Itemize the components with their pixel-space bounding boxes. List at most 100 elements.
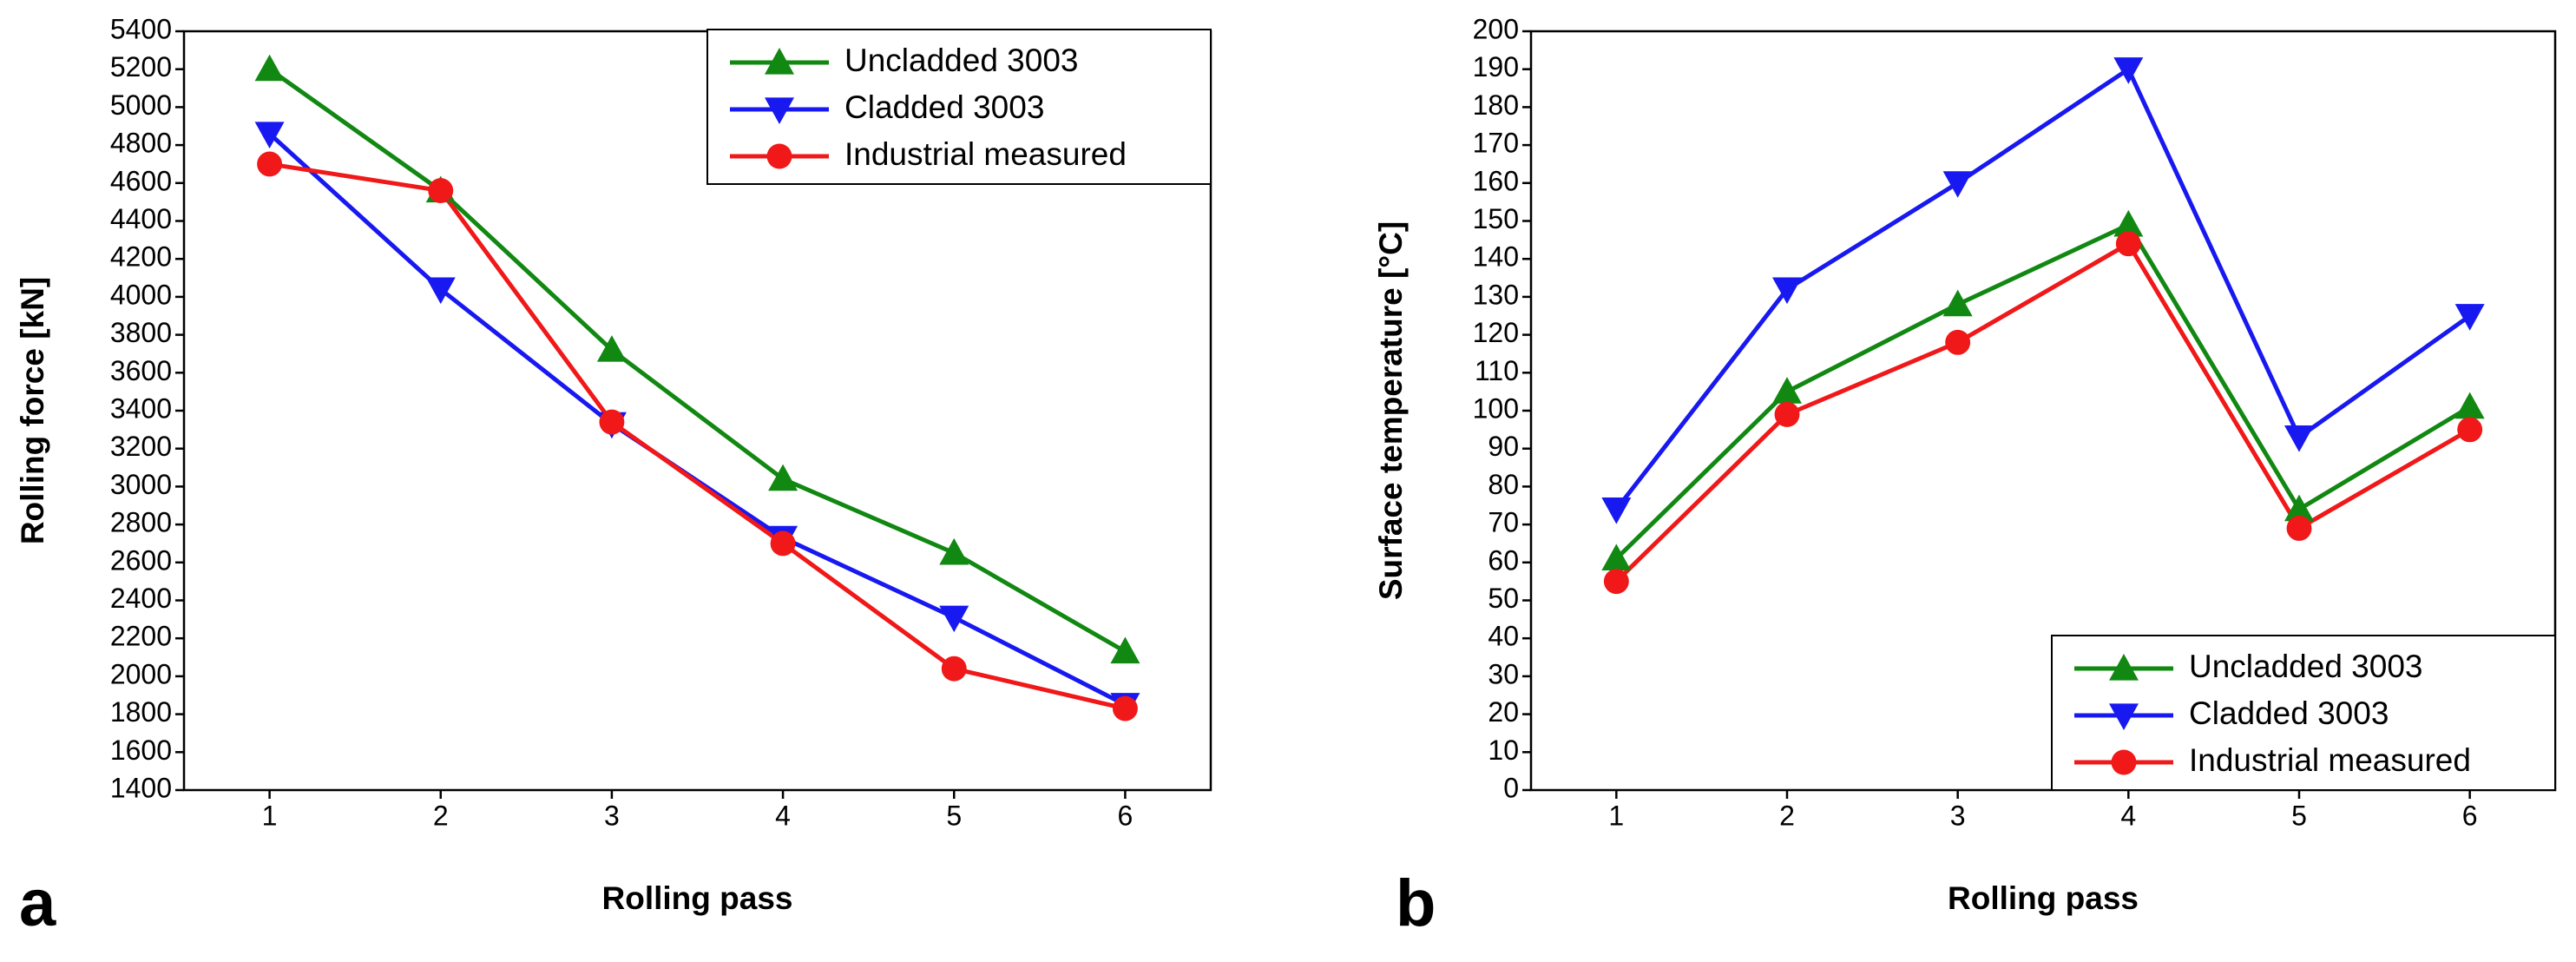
marker: [254, 54, 285, 82]
marker: [1942, 171, 1973, 198]
marker: [1772, 277, 1802, 305]
legend-marker: [766, 143, 792, 169]
marker: [1945, 329, 1971, 355]
x-tick-label: 6: [2462, 800, 2478, 831]
y-tick-label: 3800: [110, 317, 172, 348]
marker: [599, 409, 625, 435]
marker: [939, 537, 969, 565]
y-tick-label: 2600: [110, 544, 172, 576]
y-axis-title: Rolling force [kN]: [15, 277, 50, 544]
panel-label: a: [19, 866, 56, 940]
y-tick-label: 30: [1488, 658, 1519, 689]
y-tick-label: 200: [1473, 13, 1519, 44]
marker: [257, 151, 283, 177]
x-tick-label: 5: [946, 800, 962, 831]
x-tick-label: 1: [1608, 800, 1624, 831]
legend-label: Uncladded 3003: [844, 43, 1079, 78]
marker: [1772, 377, 1802, 404]
marker: [2115, 231, 2141, 257]
legend-marker: [2109, 654, 2139, 681]
chart: 1400 1600 1800 2000 2200 2400 2600 2800 3000 3200…: [15, 13, 1212, 940]
y-tick-label: 160: [1473, 165, 1519, 196]
series-line: [1614, 67, 2472, 511]
y-tick-label: 170: [1473, 128, 1519, 159]
marker: [2284, 425, 2314, 452]
marker: [1942, 289, 1973, 317]
y-tick-label: 2000: [110, 658, 172, 689]
legend-label: Cladded 3003: [2189, 695, 2389, 731]
y-axis-title: Surface temperature [°C]: [1373, 221, 1409, 600]
y-tick-label: 4000: [110, 279, 172, 310]
y-tick-label: 130: [1473, 279, 1519, 310]
legend-label: Cladded 3003: [844, 89, 1044, 125]
y-tick-label: 4400: [110, 203, 172, 234]
y-tick-label: 3200: [110, 431, 172, 462]
y-tick-label: 10: [1488, 735, 1519, 766]
y-tick-label: 2800: [110, 507, 172, 538]
marker: [596, 335, 627, 362]
y-tick-label: 60: [1488, 544, 1519, 576]
y-tick-label: 3400: [110, 392, 172, 424]
y-tick-label: 5000: [110, 89, 172, 121]
y-tick-label: 150: [1473, 203, 1519, 234]
x-tick-label: 2: [433, 800, 449, 831]
series-line: [267, 132, 1127, 707]
marker: [939, 605, 969, 633]
marker: [768, 464, 798, 491]
y-tick-label: 90: [1488, 431, 1519, 462]
marker: [1112, 695, 1138, 722]
x-axis-title: Rolling pass: [602, 880, 793, 916]
y-tick-label: 80: [1488, 469, 1519, 500]
y-tick-label: 50: [1488, 583, 1519, 614]
x-tick-label: 5: [2291, 800, 2307, 831]
y-tick-label: 2200: [110, 621, 172, 652]
y-tick-label: 3600: [110, 355, 172, 386]
marker: [2454, 304, 2485, 331]
marker: [2454, 392, 2485, 419]
y-tick-label: 1400: [110, 772, 172, 803]
y-tick-label: 1800: [110, 696, 172, 728]
x-tick-label: 4: [2120, 800, 2136, 831]
marker: [770, 530, 796, 557]
y-tick-label: 4600: [110, 165, 172, 196]
x-tick-label: 6: [1118, 800, 1134, 831]
y-tick-label: 4200: [110, 241, 172, 273]
marker: [2113, 209, 2144, 237]
legend-marker: [2111, 749, 2137, 775]
y-tick-label: 190: [1473, 51, 1519, 82]
y-tick-label: 4800: [110, 128, 172, 159]
y-tick-label: 100: [1473, 392, 1519, 424]
series-line: [268, 67, 1127, 654]
marker: [254, 122, 285, 148]
marker: [2457, 417, 2483, 443]
y-tick-label: 0: [1503, 772, 1519, 803]
legend-marker: [765, 97, 794, 124]
marker: [2286, 516, 2312, 541]
legend-label: Uncladded 3003: [2189, 649, 2423, 684]
legend-label: Industrial measured: [2189, 742, 2471, 778]
marker: [428, 178, 454, 203]
x-tick-label: 1: [262, 800, 278, 831]
y-tick-label: 40: [1488, 621, 1519, 652]
y-tick-label: 140: [1473, 241, 1519, 273]
y-tick-label: 70: [1488, 507, 1519, 538]
x-tick-label: 2: [1779, 800, 1795, 831]
y-tick-label: 110: [1475, 355, 1519, 386]
marker: [941, 656, 967, 682]
x-tick-label: 4: [775, 800, 791, 831]
marker: [1601, 544, 1632, 571]
x-tick-label: 3: [1950, 800, 1966, 831]
marker: [1110, 636, 1140, 664]
y-tick-label: 5200: [110, 51, 172, 82]
marker: [1774, 401, 1800, 427]
series-line: [1614, 222, 2471, 561]
series-line: [269, 161, 1126, 711]
x-tick-label: 3: [604, 800, 620, 831]
y-tick-label: 1600: [110, 735, 172, 766]
marker: [2284, 494, 2314, 522]
y-tick-label: 120: [1473, 317, 1519, 348]
chart: 0 10 20 30 40 50 60 70 80 90 100 110 120 130 140 150 160…: [1373, 13, 2557, 940]
y-tick-label: 2400: [110, 583, 172, 614]
